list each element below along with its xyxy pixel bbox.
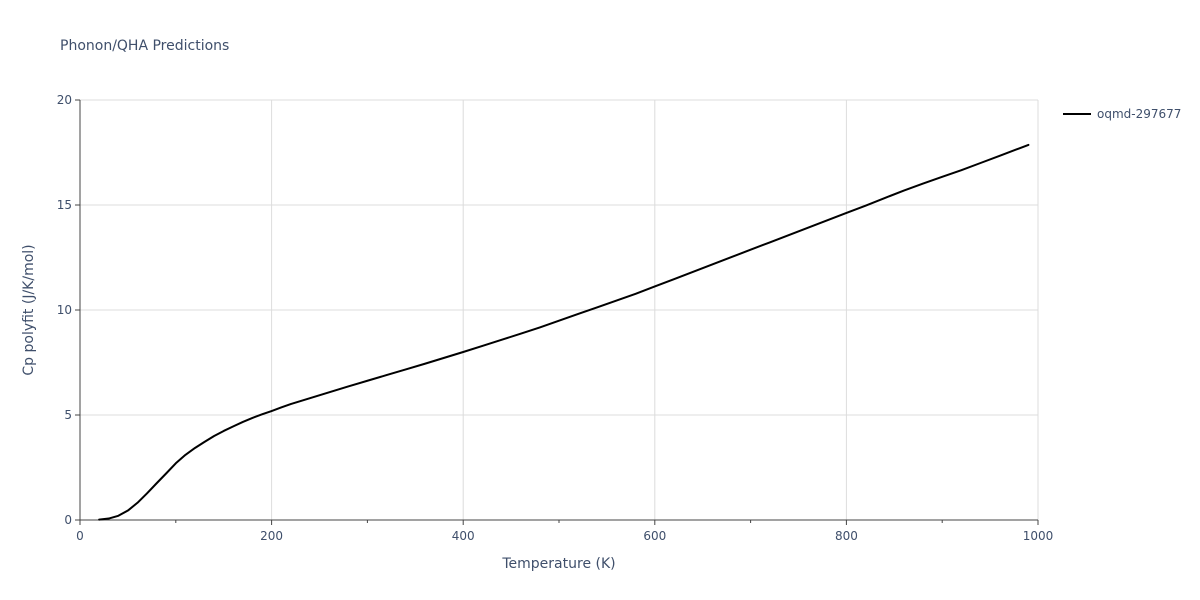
y-tick-label: 0 <box>64 513 72 527</box>
label-layer: Phonon/QHA Predictions Temperature (K) C… <box>21 38 616 572</box>
x-tick-label: 800 <box>835 529 858 543</box>
y-tick-label: 10 <box>57 303 72 317</box>
x-tick-label: 0 <box>76 529 84 543</box>
y-tick-label: 15 <box>57 198 72 212</box>
series-layer <box>98 143 1030 521</box>
x-tick-label: 400 <box>452 529 475 543</box>
grid-layer <box>80 99 1039 520</box>
legend-label: oqmd-297677 <box>1097 107 1181 121</box>
x-tick-label: 1000 <box>1023 529 1054 543</box>
x-axis-title: Temperature (K) <box>501 556 615 572</box>
y-tick-label: 20 <box>57 93 72 107</box>
x-tick-label: 600 <box>643 529 666 543</box>
x-tick-label: 200 <box>260 529 283 543</box>
chart-title: Phonon/QHA Predictions <box>60 38 229 54</box>
axis-layer: 0 200 400 600 800 1000 0 5 10 15 20 <box>57 93 1054 543</box>
y-tick-label: 5 <box>64 408 72 422</box>
y-axis-title: Cp polyfit (J/K/mol) <box>21 244 37 375</box>
legend[interactable]: oqmd-297677 <box>1063 107 1181 121</box>
series-line-oqmd-297677 <box>98 143 1030 521</box>
